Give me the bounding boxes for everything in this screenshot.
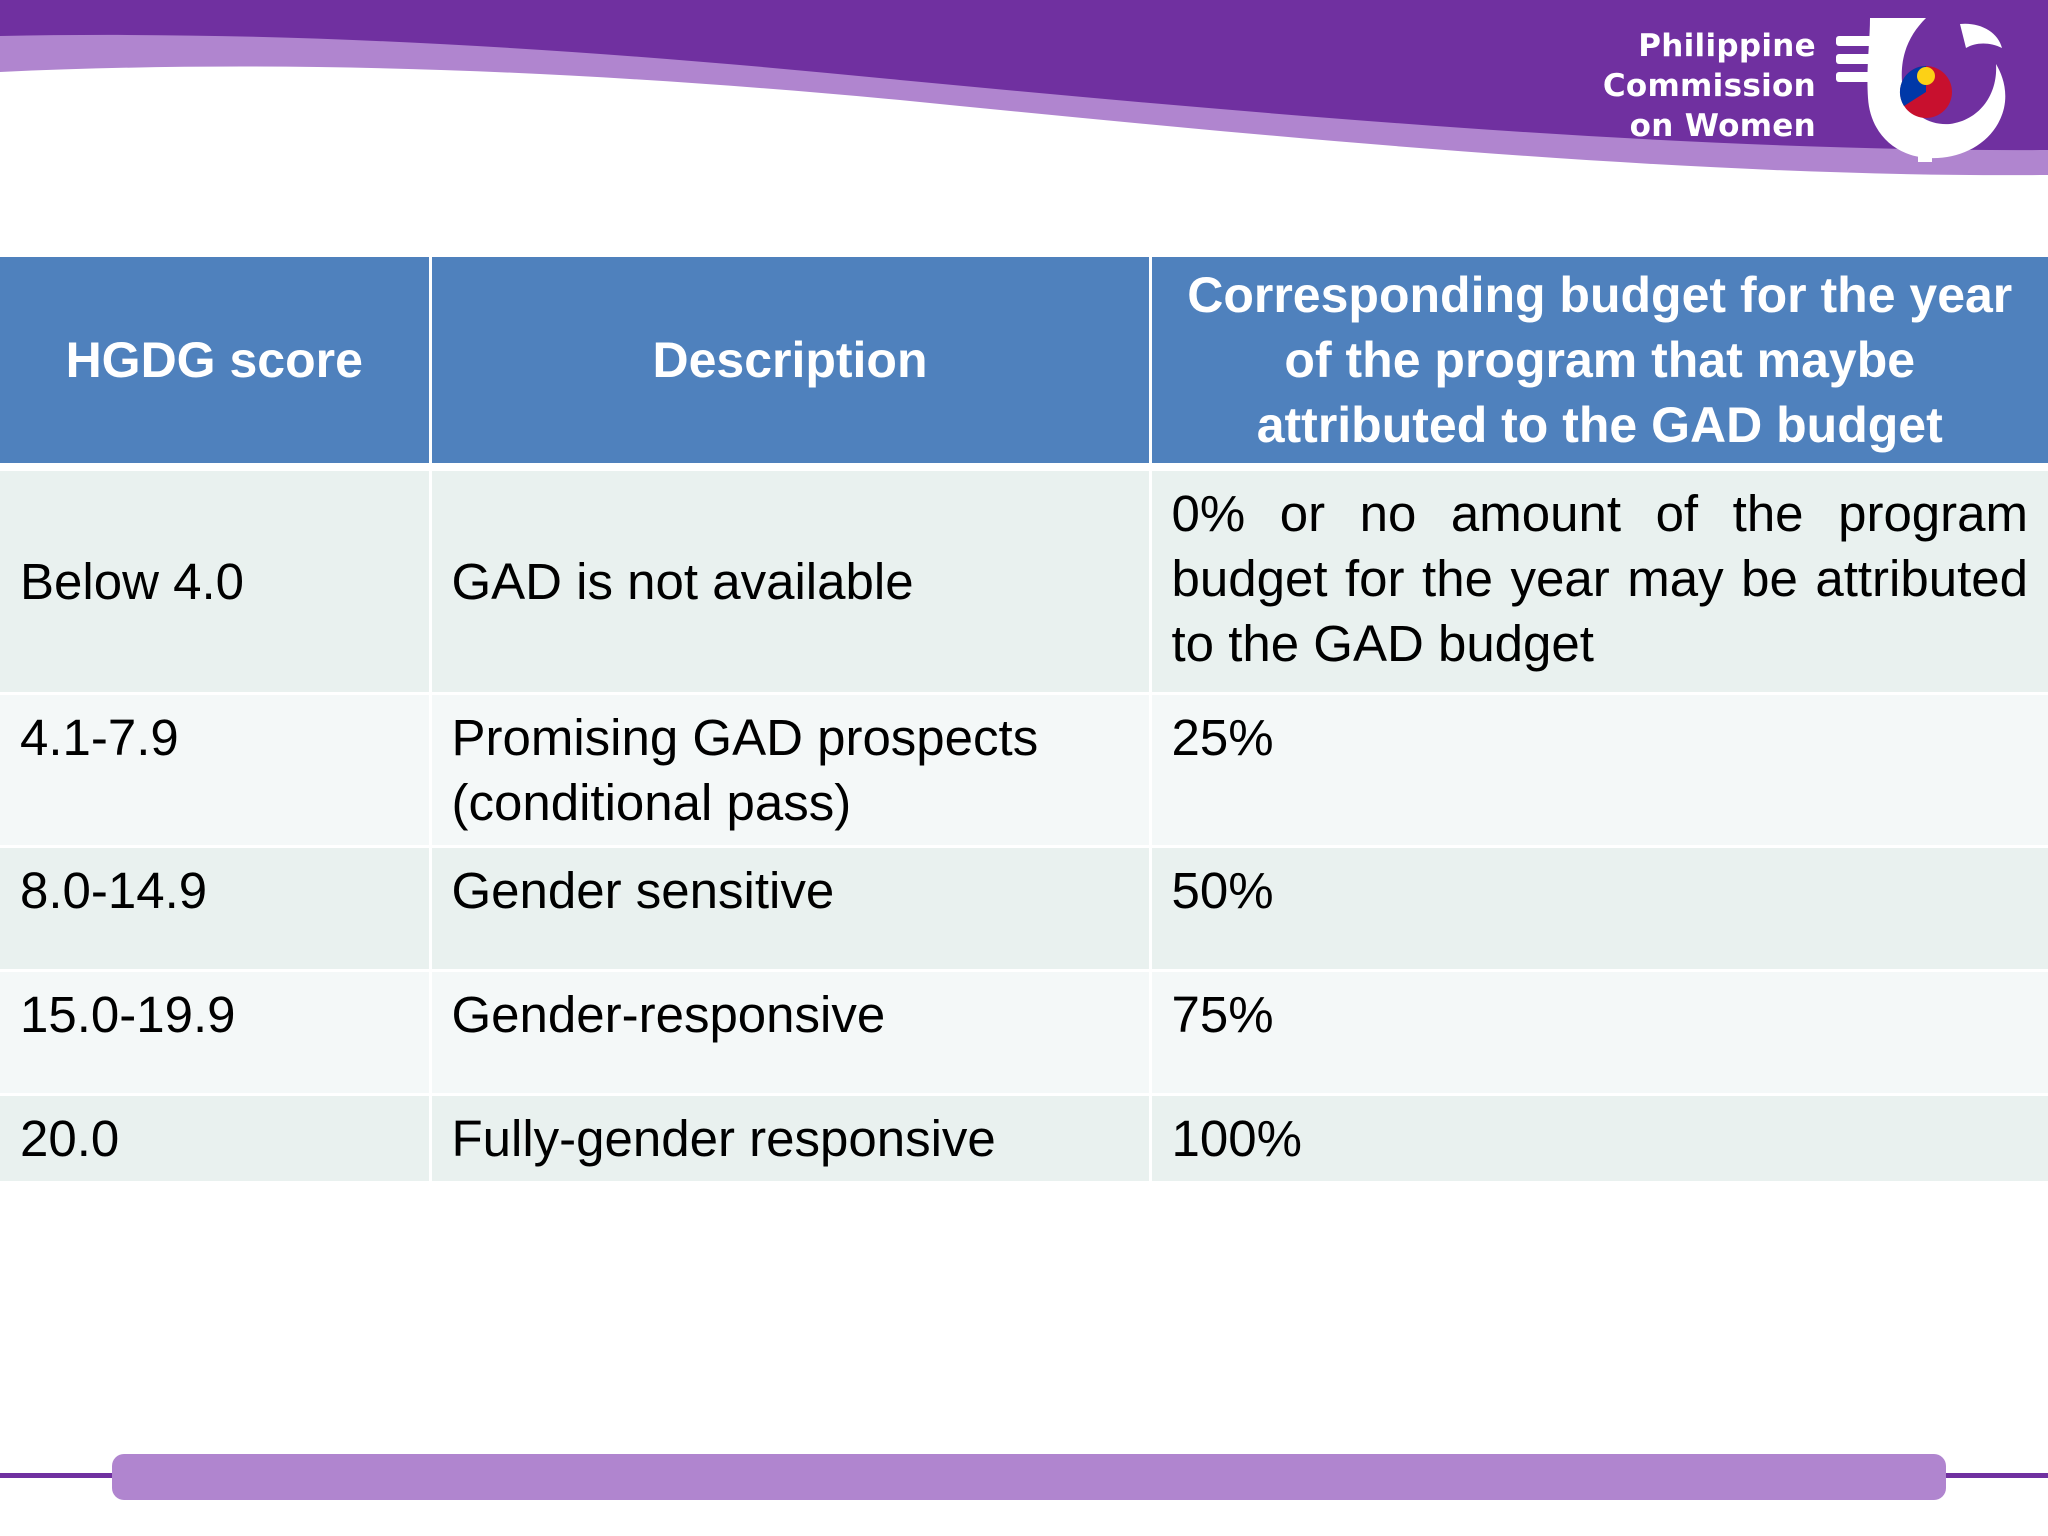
- table-row: 15.0-19.9 Gender-responsive 75%: [0, 970, 2048, 1096]
- header-band: [0, 0, 2048, 176]
- footer-bar: [112, 1454, 1946, 1500]
- cell-description: Promising GAD prospects (conditional pas…: [430, 693, 1152, 848]
- header-corresponding-budget: Corresponding budget for the year of the…: [1150, 257, 2048, 471]
- table-row: 20.0 Fully-gender responsive 100%: [0, 1094, 2048, 1184]
- cell-budget: 75%: [1150, 970, 2048, 1096]
- cell-score: 15.0-19.9: [0, 970, 432, 1096]
- pcw-logo-icon: [1836, 18, 2006, 162]
- organization-name-line-1: Philippine: [1638, 28, 1816, 64]
- cell-budget: 50%: [1150, 846, 2048, 972]
- cell-budget: 0% or no amount of the program budget fo…: [1150, 467, 2048, 695]
- cell-score: 4.1-7.9: [0, 693, 432, 848]
- organization-name-line-3: on Women: [1629, 108, 1816, 144]
- cell-score: 20.0: [0, 1094, 432, 1184]
- cell-description: Gender sensitive: [430, 846, 1152, 972]
- cell-description: Fully-gender responsive: [430, 1094, 1152, 1184]
- cell-description: Gender-responsive: [430, 970, 1152, 1096]
- table-row: Below 4.0 GAD is not available 0% or no …: [0, 467, 2048, 695]
- table-row: 8.0-14.9 Gender sensitive 50%: [0, 846, 2048, 972]
- organization-name: Philippine Commission on Women: [1603, 26, 1816, 146]
- cell-budget: 25%: [1150, 693, 2048, 848]
- cell-description: GAD is not available: [430, 467, 1152, 695]
- hgdg-score-table: HGDG score Description Corresponding bud…: [0, 257, 2048, 1184]
- table-header-row: HGDG score Description Corresponding bud…: [0, 257, 2048, 471]
- cell-score: 8.0-14.9: [0, 846, 432, 972]
- organization-name-line-2: Commission: [1602, 68, 1816, 104]
- header-description: Description: [430, 257, 1152, 471]
- table-row: 4.1-7.9 Promising GAD prospects (conditi…: [0, 693, 2048, 848]
- header-hgdg-score: HGDG score: [0, 257, 432, 471]
- cell-score: Below 4.0: [0, 467, 432, 695]
- cell-budget: 100%: [1150, 1094, 2048, 1184]
